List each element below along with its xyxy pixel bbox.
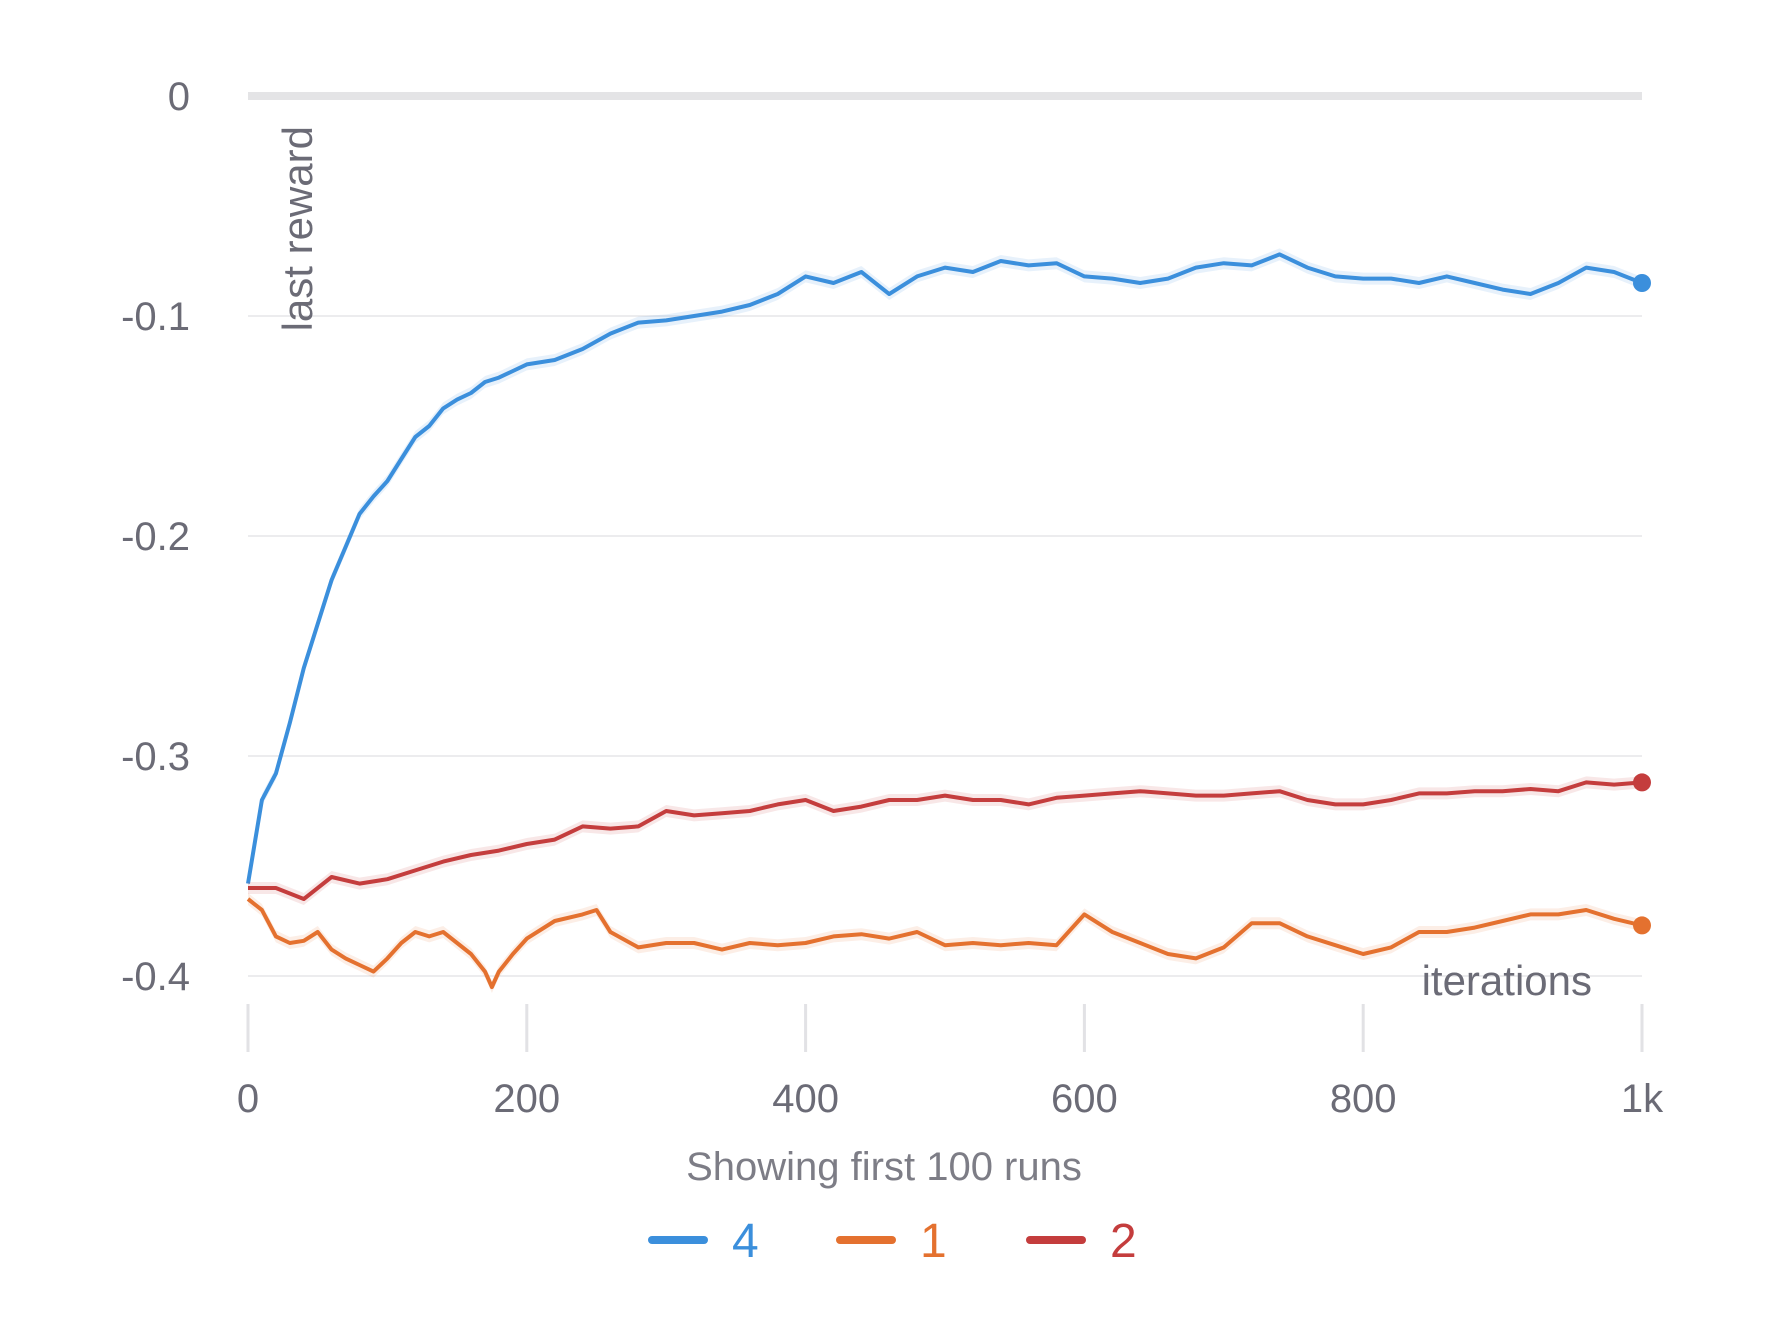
series-layer [246,248,1651,993]
y-tick-label: 0 [168,75,190,119]
y-tick-label: -0.2 [121,515,190,559]
legend-label: 1 [920,1215,947,1268]
legend-item-2[interactable]: 2 [1026,1215,1137,1268]
x-tick-label: 400 [772,1077,839,1121]
x-tick-label: 600 [1051,1077,1118,1121]
x-tick-label: 200 [493,1077,560,1121]
x-tick-label: 0 [237,1077,259,1121]
series-1-end-marker [1633,916,1651,935]
y-tick-label: -0.1 [121,295,190,339]
y-tick-label: -0.4 [121,955,190,999]
grid [248,92,1642,977]
legend-item-4[interactable]: 4 [648,1215,759,1268]
legend-label: 4 [732,1215,759,1268]
y-axis-title: last reward [274,126,321,331]
legend-label: 2 [1110,1215,1137,1268]
series-4-line [246,252,1643,884]
series-1-line [246,897,1643,989]
x-tick-label: 1k [1621,1077,1664,1121]
x-tick-label: 800 [1330,1077,1397,1121]
chart-caption: Showing first 100 runs [686,1145,1082,1189]
legend-item-1[interactable]: 1 [836,1215,947,1268]
series-2-line [248,780,1643,901]
y-tick-label: -0.3 [121,735,190,779]
x-axis: 0 200 400 600 800 1k [237,1004,1664,1121]
legend: 4 1 2 [648,1215,1137,1268]
x-axis-title: iterations [1422,957,1592,1004]
y-axis: 0 -0.1 -0.2 -0.3 -0.4 [121,75,190,999]
series-2-end-marker [1633,773,1651,792]
series-4-end-marker [1633,274,1651,292]
